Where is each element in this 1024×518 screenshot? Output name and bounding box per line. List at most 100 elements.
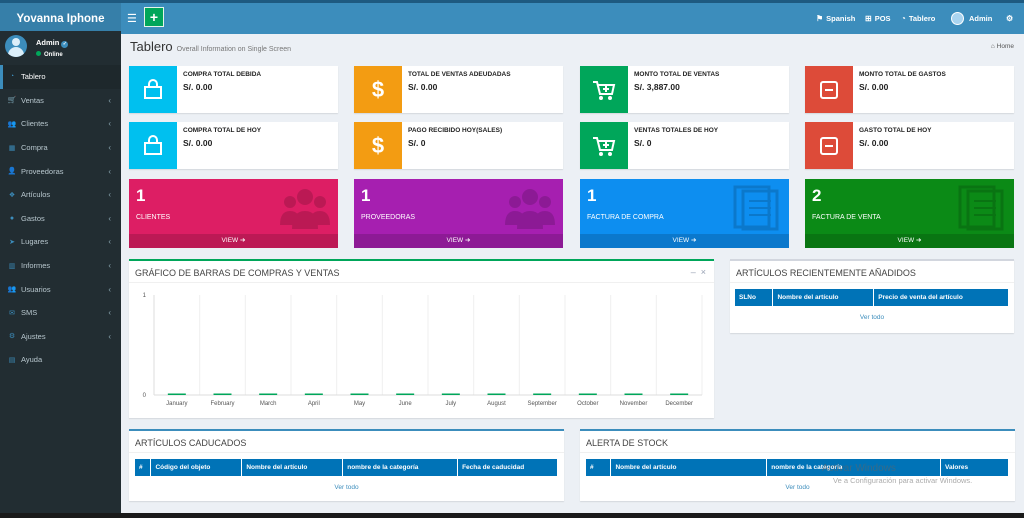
sidebar-item-ajustes[interactable]: ⚙ Ajustes ‹: [0, 325, 121, 349]
bar-chart-icon: ▥: [8, 262, 16, 270]
envelope-icon: ✉: [9, 309, 15, 317]
user-menu[interactable]: Admin: [951, 3, 992, 34]
info-box-label: COMPRA TOTAL DE HOY: [183, 127, 262, 134]
sidebar-item-ventas[interactable]: 🛒 Ventas ‹: [0, 89, 121, 113]
book-icon: ▤: [8, 356, 16, 364]
location-arrow-icon: ➤: [9, 238, 15, 246]
minimize-icon[interactable]: –: [690, 267, 696, 277]
pos-label: POS: [874, 14, 891, 23]
info-box-value: S/. 0: [408, 138, 426, 148]
chevron-left-icon: ‹: [108, 284, 111, 294]
x-tick-label: March: [260, 401, 277, 407]
column-header[interactable]: Código del objeto: [150, 459, 243, 476]
sidebar-item-compra[interactable]: ▦ Compra ‹: [0, 136, 121, 160]
arrow-circle-right-icon: ➔: [239, 237, 246, 244]
sidebar-item-clientes[interactable]: 👥 Clientes ‹: [0, 112, 121, 136]
info-box-value: S/. 0.00: [183, 138, 213, 148]
sidebar-item-label: Compra: [21, 143, 48, 153]
bar: [670, 393, 689, 395]
info-box: VENTAS TOTALES DE HOY S/. 0: [580, 122, 789, 169]
sidebar-item-informes[interactable]: ▥ Informes ‹: [0, 254, 121, 278]
sidebar-item-label: Clientes: [21, 119, 49, 129]
column-header[interactable]: Valores: [940, 459, 1009, 476]
settings-gear-icon[interactable]: ⚙: [1006, 14, 1014, 23]
dashboard-icon: ◔: [901, 14, 906, 23]
view-link[interactable]: VIEW ➔: [805, 234, 1014, 248]
view-all-link[interactable]: Ver todo: [785, 484, 810, 491]
stat-box-factura-de-compra: 1 FACTURA DE COMPRA VIEW ➔: [580, 179, 789, 248]
top-navbar: Yovanna Iphone ☰ + ⚑ Spanish ⊞ POS ◔ Tabler…: [0, 0, 1024, 34]
stock-alert-card: ALERTA DE STOCK # Nombre del artículo nomb…: [580, 429, 1015, 501]
stock-alert-title: ALERTA DE STOCK: [586, 438, 669, 448]
column-header[interactable]: nombre de la categoría: [342, 459, 459, 476]
cogs-icon: ⚙: [8, 333, 16, 341]
view-all-link[interactable]: Ver todo: [334, 484, 359, 491]
close-icon[interactable]: ×: [700, 267, 706, 277]
y-tick-label: 1: [143, 293, 147, 299]
view-link[interactable]: VIEW ➔: [354, 234, 563, 248]
minus-square-icon: [805, 122, 853, 169]
sidebar-item-tablero[interactable]: ◔ Tablero: [0, 65, 121, 89]
sidebar-item-proveedoras[interactable]: 👤 Proveedoras ‹: [0, 159, 121, 183]
sidebar-item-label: Tablero: [21, 72, 46, 82]
sidebar-item-label: Artículos: [21, 190, 51, 200]
stat-box-proveedoras: 1 PROVEEDORAS VIEW ➔: [354, 179, 563, 248]
view-link[interactable]: VIEW ➔: [580, 234, 789, 248]
column-header[interactable]: Nombre del artículo: [241, 459, 344, 476]
sidebar-toggle-icon[interactable]: ☰: [127, 13, 137, 25]
info-box: MONTO TOTAL DE VENTAS S/. 3,887.00: [580, 66, 789, 113]
column-header[interactable]: nombre de la categoría: [766, 459, 942, 476]
sidebar-item-ayuda[interactable]: ▤ Ayuda: [0, 348, 121, 372]
language-link[interactable]: ⚑ Spanish: [816, 3, 855, 34]
info-box: MONTO TOTAL DE GASTOS S/. 0.00: [805, 66, 1014, 113]
cubes-icon: ❖: [8, 191, 16, 199]
recent-items-card: ARTÍCULOS RECIENTEMENTE AÑADIDOS SLNo Nom…: [730, 259, 1014, 333]
column-header[interactable]: Nombre del artículo: [610, 459, 768, 476]
info-box-label: MONTO TOTAL DE GASTOS: [859, 71, 946, 78]
view-all-link[interactable]: Ver todo: [859, 314, 885, 321]
pos-link[interactable]: ⊞ POS: [865, 3, 891, 34]
info-box: COMPRA TOTAL DE HOY S/. 0.00: [129, 122, 338, 169]
info-box-value: S/. 0.00: [859, 138, 889, 148]
dashboard-icon: ◔: [9, 73, 15, 81]
sidebar: Admin ✓ Online ◔ Tablero 🛒 Ventas ‹ 👥 Clientes ‹…: [0, 31, 121, 518]
home-icon: ⌂: [990, 43, 995, 50]
recent-items-title: ARTÍCULOS RECIENTEMENTE AÑADIDOS: [736, 268, 916, 278]
add-button[interactable]: +: [144, 7, 164, 27]
bar: [441, 393, 460, 395]
user-menu-label: Admin: [969, 14, 993, 23]
bar: [167, 393, 186, 395]
arrow-circle-right-icon: ➔: [915, 237, 922, 244]
sidebar-item-label: Ventas: [21, 95, 44, 105]
column-header[interactable]: #: [586, 459, 612, 476]
breadcrumb[interactable]: ⌂ Home: [990, 43, 1014, 50]
sidebar-item-sms[interactable]: ✉ SMS ‹: [0, 301, 121, 325]
info-box: GASTO TOTAL DE HOY S/. 0.00: [805, 122, 1014, 169]
bar: [487, 393, 506, 395]
documents-icon: [958, 185, 1004, 231]
arrow-circle-right-icon: ➔: [690, 237, 697, 244]
dashboard-link[interactable]: ◔ Tablero: [901, 3, 935, 34]
stat-label: PROVEEDORAS: [361, 214, 416, 221]
view-link[interactable]: VIEW ➔: [129, 234, 338, 248]
sidebar-item-artículos[interactable]: ❖ Artículos ‹: [0, 183, 121, 207]
cart-icon: 🛒: [7, 97, 17, 105]
sidebar-item-label: SMS: [21, 308, 38, 318]
column-header[interactable]: Precio de venta del artículo: [873, 289, 1009, 306]
column-header[interactable]: #: [135, 459, 152, 476]
x-tick-label: June: [399, 401, 413, 407]
sidebar-item-usuarios[interactable]: 👥 Usuarios ‹: [0, 277, 121, 301]
info-box-label: VENTAS TOTALES DE HOY: [634, 127, 719, 134]
info-box-value: S/. 3,887.00: [634, 82, 680, 92]
column-header[interactable]: Fecha de caducidad: [457, 459, 558, 476]
brand-logo[interactable]: Yovanna Iphone: [0, 3, 121, 34]
info-box: $ PAGO RECIBIDO HOY(SALES) S/. 0: [354, 122, 563, 169]
cart-plus-icon: [580, 66, 628, 113]
x-tick-label: February: [210, 401, 234, 407]
y-tick-label: 0: [143, 393, 147, 399]
sidebar-item-lugares[interactable]: ➤ Lugares ‹: [0, 230, 121, 254]
user-name: Admin ✓: [36, 38, 69, 48]
column-header[interactable]: Nombre del artículo: [772, 289, 875, 306]
sidebar-item-gastos[interactable]: ● Gastos ‹: [0, 207, 121, 231]
column-header[interactable]: SLNo: [735, 289, 774, 306]
